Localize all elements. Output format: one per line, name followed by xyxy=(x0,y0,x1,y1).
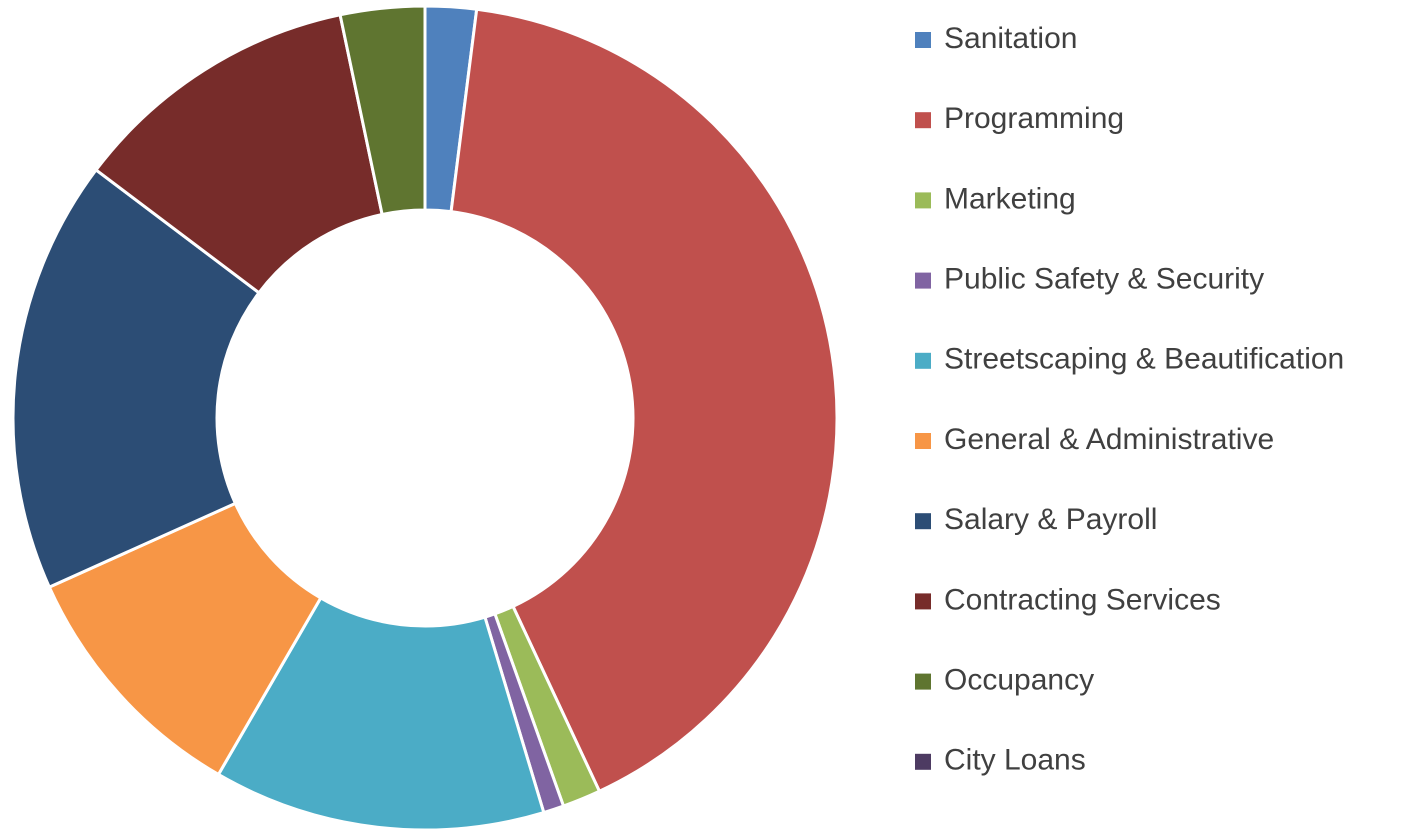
legend-label: Contracting Services xyxy=(944,583,1221,616)
legend-swatch xyxy=(915,352,931,369)
donut-slice xyxy=(11,167,262,590)
legend-swatch xyxy=(915,433,931,449)
legend-label: Programming xyxy=(944,102,1124,135)
legend-swatch xyxy=(915,112,931,129)
legend-swatch xyxy=(915,513,931,530)
legend-swatch xyxy=(915,673,931,690)
legend-swatch xyxy=(915,593,931,610)
legend-label: General & Administrative xyxy=(944,423,1274,456)
legend-swatch xyxy=(915,192,931,209)
legend-label: Occupancy xyxy=(944,664,1094,697)
legend-swatch xyxy=(915,272,931,289)
donut-slice xyxy=(449,7,839,794)
legend-label: Marketing xyxy=(944,182,1076,215)
legend-swatch xyxy=(915,32,931,48)
legend-label: Public Safety & Security xyxy=(944,263,1264,296)
donut-slice xyxy=(93,13,384,295)
legend-label: City Loans xyxy=(944,744,1086,777)
donut-slice xyxy=(216,595,546,830)
legend-label: Sanitation xyxy=(944,22,1077,55)
donut-slice xyxy=(47,501,323,777)
legend-swatch xyxy=(915,753,931,770)
legend-label: Salary & Payroll xyxy=(944,503,1157,536)
legend-label: Streetscaping & Beautification xyxy=(944,343,1344,376)
